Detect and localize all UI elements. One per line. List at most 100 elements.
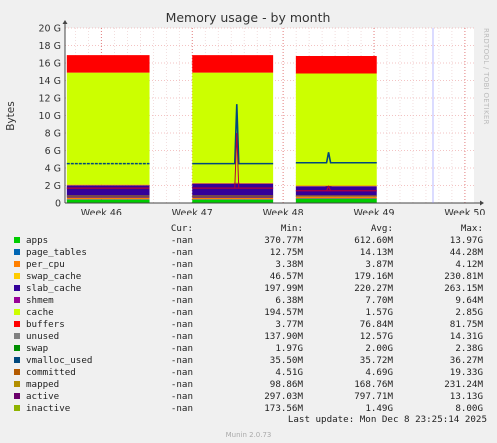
legend-swatch	[14, 405, 20, 411]
legend-name: swap_cache	[26, 271, 82, 282]
area-apps	[192, 199, 274, 203]
legend-avg: 168.76M	[354, 379, 393, 390]
legend-max: 2.85G	[455, 307, 483, 318]
area-page_tables	[295, 198, 377, 199]
header-avg: Avg:	[370, 223, 393, 234]
legend-name: cache	[26, 307, 54, 318]
x-tick-label: Week 47	[172, 208, 213, 215]
legend-min: 6.38M	[275, 295, 303, 306]
legend-row-active: active -nan 297.03M 797.71M 13.13G	[8, 391, 493, 403]
legend-name: committed	[26, 367, 76, 378]
legend-cur: -nan	[170, 403, 193, 414]
legend-avg: 76.84M	[359, 319, 393, 330]
area-apps	[295, 198, 377, 203]
legend-cur: -nan	[170, 331, 193, 342]
x-tick-labels: Week 46 Week 47 Week 48 Week 49 Week 50	[81, 208, 486, 215]
area-slab_cache	[66, 197, 150, 200]
legend-avg: 612.60M	[354, 235, 393, 246]
legend-max: 19.33G	[449, 367, 483, 378]
legend-name: apps	[26, 235, 49, 246]
legend-avg: 14.13M	[359, 247, 393, 258]
legend-max: 4.12M	[455, 259, 483, 270]
data-lines	[66, 104, 377, 197]
legend-avg: 220.27M	[354, 283, 393, 294]
y-tick-label: 2 G	[45, 181, 61, 192]
line-inactive-spike	[326, 185, 332, 191]
area-unused	[66, 72, 150, 185]
legend-swatch	[14, 333, 20, 339]
last-update: Last update: Mon Dec 8 23:25:14 2025	[287, 414, 487, 425]
area-page_tables	[66, 199, 150, 200]
area-unused	[295, 73, 377, 186]
area-cache	[192, 157, 274, 198]
legend-name: unused	[26, 331, 60, 342]
legend-swatch	[14, 309, 20, 315]
legend-avg: 12.57G	[359, 331, 393, 342]
y-tick-label: 14 G	[39, 76, 61, 87]
legend-cur: -nan	[170, 343, 193, 354]
legend-avg: 4.69G	[365, 367, 393, 378]
legend-cur: -nan	[170, 247, 193, 258]
legend-row-per_cpu: per_cpu -nan 3.38M 3.87M 4.12M	[8, 259, 493, 271]
legend-row-mapped: mapped -nan 98.86M 168.76M 231.24M	[8, 379, 493, 391]
header-cur: Cur:	[170, 223, 193, 234]
legend-cur: -nan	[170, 379, 193, 390]
legend-name: inactive	[26, 403, 71, 414]
legend-min: 197.99M	[264, 283, 303, 294]
legend-row-buffers: buffers -nan 3.77M 76.84M 81.75M	[8, 319, 493, 331]
legend-avg: 1.57G	[365, 307, 393, 318]
legend-swatch	[14, 273, 20, 279]
area-swap	[192, 55, 274, 73]
legend-name: mapped	[26, 379, 60, 390]
area-slab_cache	[295, 196, 377, 199]
legend-swatch	[14, 345, 20, 351]
legend-avg: 179.16M	[354, 271, 393, 282]
chart-title: Memory usage - by month	[166, 10, 331, 25]
area-apps	[66, 199, 150, 203]
legend-row-swap_cache: swap_cache -nan 46.57M 179.16M 230.81M	[8, 271, 493, 283]
y-tick-label: 8 G	[45, 129, 61, 140]
line-committed	[192, 104, 274, 165]
x-tick-label: Week 46	[81, 208, 122, 215]
y-tick-label: 18 G	[39, 41, 61, 52]
legend-row-slab_cache: slab_cache -nan 197.99M 220.27M 263.15M	[8, 283, 493, 295]
area-slab_cache	[192, 197, 274, 200]
x-tick-label: Week 49	[353, 208, 394, 215]
legend-min: 297.03M	[264, 391, 303, 402]
legend-avg: 35.72M	[359, 355, 393, 366]
legend-min: 3.77M	[275, 319, 303, 330]
legend-min: 4.51G	[275, 367, 303, 378]
y-tick-label: 20 G	[39, 24, 61, 35]
area-swap	[295, 56, 377, 74]
legend-max: 36.27M	[449, 355, 483, 366]
area-buffers	[66, 184, 150, 186]
y-tick-labels: 0 2 G 4 G 6 G 8 G 10 G 12 G 14 G 16 G 18 G 20 G	[39, 24, 61, 210]
legend-max: 13.97G	[449, 235, 483, 246]
legend-name: buffers	[26, 319, 65, 330]
legend-max: 230.81M	[444, 271, 483, 282]
legend-swatch	[14, 357, 20, 363]
legend-avg: 3.87M	[365, 259, 393, 270]
area-page_tables	[192, 199, 274, 200]
legend-cur: -nan	[170, 391, 193, 402]
legend-name: active	[26, 391, 60, 402]
legend-max: 2.38G	[455, 343, 483, 354]
legend-min: 46.57M	[269, 271, 303, 282]
legend-name: shmem	[26, 295, 54, 306]
legend-row-unused: unused -nan 137.90M 12.57G 14.31G	[8, 331, 493, 343]
x-axis-arrow	[480, 200, 484, 206]
legend-row-committed: committed -nan 4.51G 4.69G 19.33G	[8, 367, 493, 379]
legend-name: per_cpu	[26, 259, 65, 270]
legend-swatch	[14, 285, 20, 291]
legend-min: 137.90M	[264, 331, 303, 342]
y-axis-label: Bytes	[5, 101, 17, 130]
chart: Memory usage - by month Bytes RRDTOOL / …	[5, 10, 490, 215]
legend-cur: -nan	[170, 271, 193, 282]
y-tick-label: 0	[55, 199, 61, 210]
legend-name: slab_cache	[26, 283, 82, 294]
legend-row-page_tables: page_tables -nan 12.75M 14.13M 44.28M	[8, 247, 493, 259]
legend-header: Cur: Min: Avg: Max:	[8, 223, 493, 235]
legend-cur: -nan	[170, 307, 193, 318]
area-buffers	[192, 182, 274, 184]
line-inactive-spike	[234, 132, 240, 189]
